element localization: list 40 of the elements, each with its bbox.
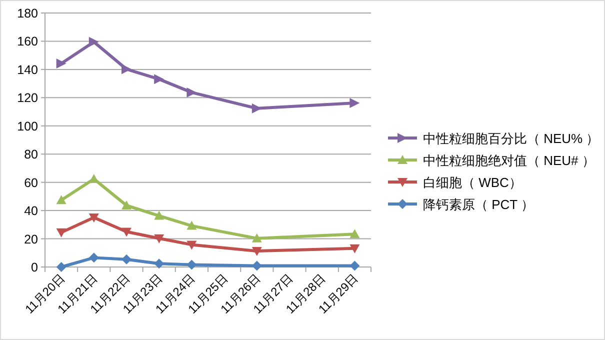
legend-label: 白细胞（ WBC） [423,175,522,190]
point [252,247,262,256]
point [350,229,360,238]
point [122,64,132,74]
point [154,234,164,244]
point [350,260,360,271]
point [350,98,360,108]
point [252,233,262,242]
legend-label: 降钙素原（ PCT ） [423,197,534,212]
legend-label: 中性粒细胞百分比（ NEU% ） [423,131,600,146]
point [88,36,99,47]
point [186,240,197,250]
y-tick-label: 160 [17,34,38,49]
y-tick-label: 100 [17,119,38,134]
point [122,254,132,264]
point [56,262,66,272]
y-tick-label: 80 [24,148,38,162]
point [122,228,132,237]
y-tick-label: 60 [24,176,38,190]
point [154,258,164,269]
point [56,58,66,69]
y-tick-label: 20 [24,232,38,246]
point [56,228,66,238]
y-tick-label: 40 [24,204,38,218]
legend-label: 中性粒细胞绝对值（ NEU# ） [423,153,595,168]
point [252,260,262,271]
y-tick-label: 180 [17,6,38,20]
point [186,220,197,230]
point [122,200,132,210]
point [56,195,66,204]
y-tick-label: 0 [31,260,38,274]
point [186,87,197,98]
point [186,260,197,270]
y-tick-label: 120 [17,91,38,106]
point [350,244,360,254]
y-tick-label: 140 [17,62,38,77]
point [154,74,164,84]
point [154,210,164,220]
point [88,213,99,222]
point [88,252,99,263]
